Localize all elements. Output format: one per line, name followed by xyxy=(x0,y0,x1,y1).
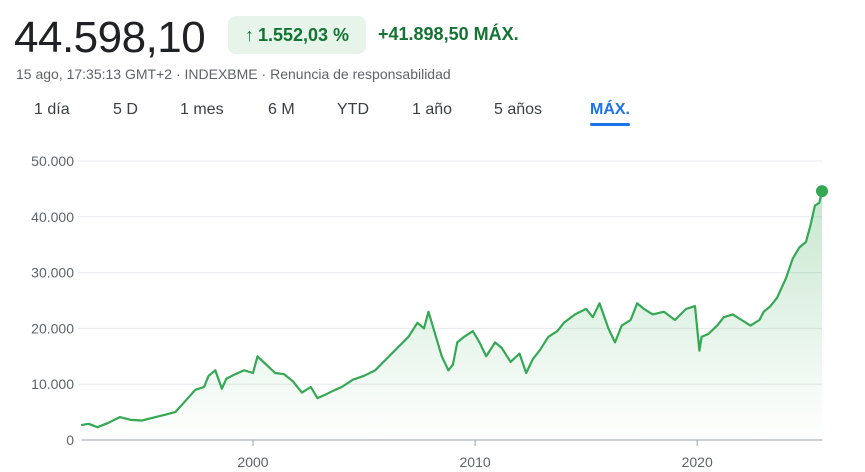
y-tick-label: 50.000 xyxy=(31,153,74,169)
range-tabs: 1 día 5 D 1 mes 6 M YTD 1 año 5 años MÁX… xyxy=(0,98,865,128)
x-tick-label: 2020 xyxy=(682,454,713,470)
exchange: INDEXBME xyxy=(184,66,258,82)
disclaimer-link[interactable]: Renuncia de responsabilidad xyxy=(270,66,451,82)
tab-max[interactable]: MÁX. xyxy=(590,98,630,126)
tab-1-mes[interactable]: 1 mes xyxy=(180,101,224,118)
separator: · xyxy=(172,66,185,82)
change-period: MÁX. xyxy=(473,24,519,44)
quote-meta: 15 ago, 17:35:13 GMT+2 · INDEXBME · Renu… xyxy=(16,66,451,82)
current-price: 44.598,10 xyxy=(14,13,206,62)
timestamp: 15 ago, 17:35:13 GMT+2 xyxy=(16,66,173,82)
change-percent-badge: ↑ 1.552,03 % xyxy=(228,16,366,54)
y-tick-label: 10.000 xyxy=(31,376,74,392)
price-line xyxy=(80,190,824,429)
tab-1-dia[interactable]: 1 día xyxy=(34,101,70,118)
area-fill xyxy=(82,191,822,440)
tab-5-d[interactable]: 5 D xyxy=(113,101,138,118)
x-tick-label: 2000 xyxy=(237,454,268,470)
price-chart[interactable]: 0 10.000 20.000 30.000 40.000 50.000 2000 2010 2… xyxy=(0,140,865,472)
separator: · xyxy=(257,66,271,82)
up-arrow-icon: ↑ xyxy=(244,24,254,45)
tab-ytd[interactable]: YTD xyxy=(337,101,369,118)
change-absolute-value: +41.898,50 xyxy=(378,24,469,44)
tab-5-anos[interactable]: 5 años xyxy=(494,101,543,118)
x-tick-label: 2010 xyxy=(460,454,491,470)
y-tick-label: 0 xyxy=(66,432,74,448)
y-tick-label: 40.000 xyxy=(31,209,74,225)
tab-6-m[interactable]: 6 M xyxy=(268,101,295,118)
y-tick-label: 20.000 xyxy=(31,320,74,336)
y-tick-label: 30.000 xyxy=(31,265,74,281)
change-absolute: +41.898,50 MÁX. xyxy=(378,24,519,45)
last-point-marker xyxy=(816,185,828,198)
change-percent: 1.552,03 % xyxy=(257,24,350,45)
tab-1-ano[interactable]: 1 año xyxy=(412,101,453,118)
